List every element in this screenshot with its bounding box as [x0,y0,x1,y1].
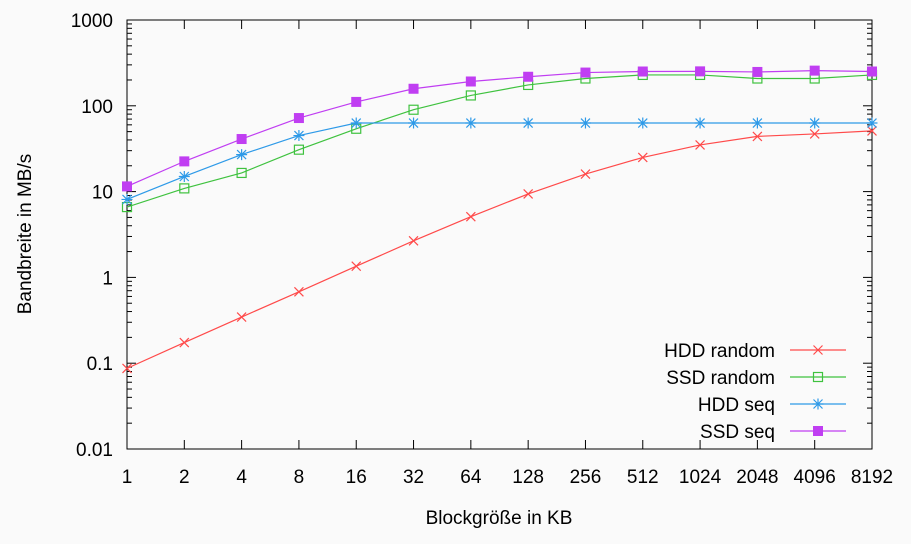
series-ssd-seq [122,65,877,192]
x-tick-label: 4096 [794,467,836,488]
x-tick-label: 256 [570,467,602,488]
data-point-ssd-seq [695,66,706,77]
data-point-ssd-seq [809,65,820,76]
data-point-hdd-random [465,211,476,222]
y-tick-label: 100 [81,97,113,118]
data-point-hdd-random [523,188,534,199]
y-tick-label: 0.01 [76,440,113,461]
x-tick-label: 4 [236,467,247,488]
y-tick-label: 1000 [71,11,113,32]
data-point-hdd-random [580,169,591,180]
data-point-hdd-random [695,139,706,150]
data-point-hdd-seq [350,117,362,129]
data-point-hdd-seq [522,117,534,129]
legend: HDD random SSD random HDD seq SSD seq [664,341,846,443]
plot-frame [126,19,873,450]
x-tick-label: 2048 [736,467,778,488]
x-tick-label: 64 [460,467,482,488]
data-point-hdd-random [867,125,877,136]
data-point-ssd-seq [867,66,877,77]
data-point-ssd-random [236,167,247,179]
data-point-hdd-random [122,363,132,374]
data-point-hdd-seq [866,117,878,129]
data-point-hdd-seq [579,117,591,129]
series-line-hdd-random [126,130,873,369]
legend-marker-ssd-seq [813,426,823,436]
data-point-hdd-random [293,286,304,297]
x-tick-label: 32 [403,467,424,488]
data-point-hdd-seq [637,117,649,129]
data-point-ssd-seq [465,76,476,87]
x-tick-label: 512 [627,467,659,488]
x-tick-label: 16 [346,467,367,488]
data-point-ssd-random [179,183,190,194]
axes: 0.01 0.1 1 10 100 1000 1 2 4 8 16 32 64 128 256 512 1024… [71,11,893,488]
data-point-ssd-seq [637,66,648,77]
data-point-hdd-random [752,131,763,142]
data-point-hdd-random [637,152,648,163]
data-point-hdd-random [408,235,419,246]
x-tick-label: 8 [294,467,305,488]
data-point-ssd-seq [523,71,534,82]
x-tick-label: 8192 [851,467,893,488]
y-axis-label: Bandbreite in MB/s [15,154,36,315]
data-point-hdd-seq [809,117,821,129]
legend-label-ssd-random: SSD random [666,368,775,389]
data-point-ssd-seq [236,134,247,145]
data-point-ssd-seq [179,156,190,167]
legend-marker-hdd-seq [812,398,824,410]
data-point-hdd-seq [408,117,420,129]
x-tick-label: 128 [512,467,544,488]
x-tick-label: 2 [179,467,190,488]
data-point-hdd-seq [121,193,133,205]
series-line-ssd-seq [126,70,873,187]
data-point-hdd-random [809,129,820,139]
data-point-hdd-random [179,337,190,348]
data-point-ssd-seq [122,181,132,192]
x-axis-label: Blockgröße in KB [426,508,573,529]
data-point-ssd-seq [293,113,304,124]
series-hdd-random [122,125,877,374]
x-tick-label: 1024 [679,467,722,488]
legend-marker-hdd-random [813,345,823,355]
data-point-hdd-seq [178,170,190,182]
data-point-hdd-seq [465,117,477,129]
data-point-ssd-seq [580,67,591,78]
data-point-hdd-random [236,312,247,322]
data-point-ssd-random [408,104,419,115]
data-point-ssd-seq [351,96,362,107]
legend-marker-ssd-random [812,371,824,383]
data-point-hdd-seq [293,130,305,142]
series-group [121,65,878,374]
y-tick-label: 0.1 [87,354,113,375]
data-point-ssd-random [465,90,476,101]
data-point-hdd-seq [236,149,248,161]
y-tick-label: 1 [102,268,113,289]
data-point-ssd-seq [752,66,763,77]
data-point-ssd-random [293,144,305,155]
legend-label-ssd-seq: SSD seq [700,422,775,443]
x-tick-label: 1 [122,467,133,488]
data-point-ssd-seq [408,83,419,94]
series-hdd-seq [121,117,878,205]
data-point-hdd-seq [694,117,706,129]
data-point-hdd-seq [751,117,763,129]
legend-label-hdd-seq: HDD seq [698,395,775,416]
series-line-hdd-seq [126,122,872,201]
y-tick-label: 10 [92,183,113,204]
data-point-hdd-random [351,261,362,272]
series-line-ssd-random [126,74,873,208]
legend-label-hdd-random: HDD random [664,341,775,362]
